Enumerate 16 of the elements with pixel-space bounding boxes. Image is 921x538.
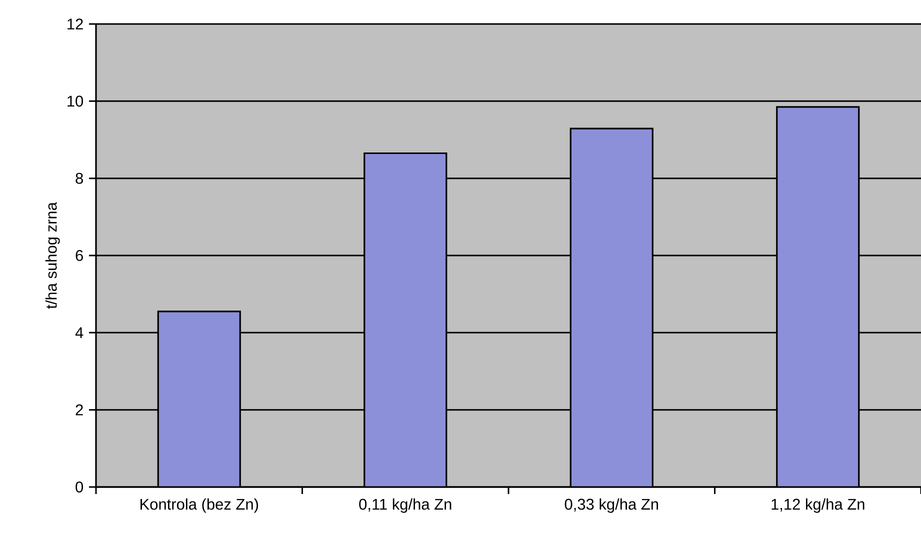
y-axis-title: t/ha suhog zrna <box>45 202 60 309</box>
y-tick-label: 10 <box>68 96 84 107</box>
bar <box>570 128 654 487</box>
bar <box>157 310 241 487</box>
x-tick-label: 0,11 kg/ha Zn <box>359 498 452 513</box>
bar <box>364 152 448 487</box>
y-tick-label: 4 <box>75 327 84 338</box>
bar <box>776 106 860 487</box>
y-tick-label: 12 <box>68 18 83 30</box>
y-tick-label: 6 <box>76 250 83 261</box>
x-tick-label: Kontrola (bez Zn) <box>140 498 258 513</box>
y-tick-label: 0 <box>76 482 84 492</box>
y-tick-label: 8 <box>76 172 83 184</box>
x-tick-label: 0,33 kg/ha Zn <box>564 498 658 513</box>
x-tick-label: 1,12 kg/ha Zn <box>772 498 864 513</box>
y-tick-label: 2 <box>76 404 83 416</box>
